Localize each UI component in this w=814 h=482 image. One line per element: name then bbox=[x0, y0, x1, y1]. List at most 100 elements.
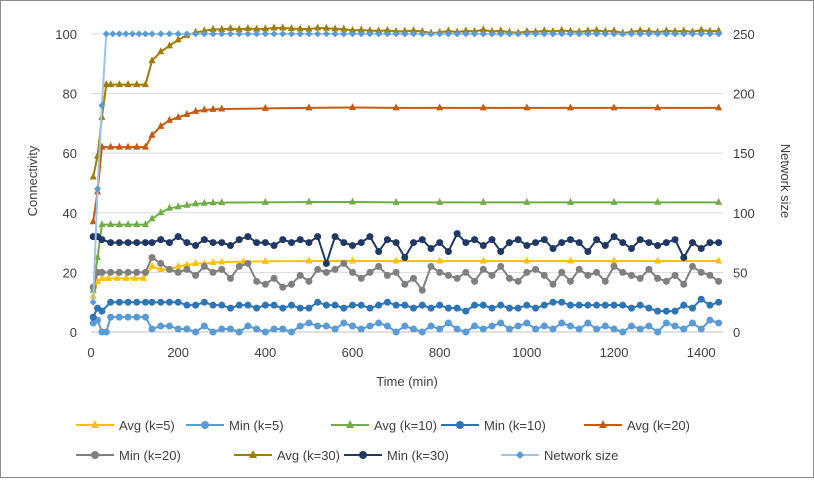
data-point bbox=[165, 30, 173, 38]
data-point bbox=[479, 265, 487, 273]
data-point bbox=[122, 273, 130, 281]
data-point bbox=[593, 268, 601, 276]
data-point bbox=[444, 271, 452, 279]
data-point bbox=[349, 301, 357, 309]
data-point bbox=[141, 142, 149, 150]
data-point bbox=[141, 268, 149, 276]
data-point bbox=[593, 25, 601, 33]
series-line bbox=[92, 201, 719, 291]
data-point bbox=[261, 24, 269, 32]
data-point bbox=[107, 80, 115, 88]
data-point bbox=[697, 30, 705, 38]
data-point bbox=[654, 103, 662, 111]
data-point bbox=[296, 236, 304, 244]
y-left-tick-label: 80 bbox=[63, 87, 77, 102]
data-point bbox=[418, 286, 426, 294]
data-point bbox=[98, 307, 106, 315]
data-point bbox=[244, 30, 252, 38]
data-point bbox=[91, 420, 99, 428]
data-point bbox=[636, 236, 644, 244]
data-point bbox=[427, 30, 435, 38]
data-point bbox=[366, 268, 374, 276]
data-point bbox=[593, 325, 601, 333]
data-point bbox=[688, 304, 696, 312]
data-point bbox=[322, 23, 330, 31]
data-point bbox=[209, 301, 217, 309]
data-point bbox=[98, 268, 106, 276]
data-point bbox=[183, 301, 191, 309]
data-point bbox=[383, 271, 391, 279]
data-point bbox=[471, 30, 479, 38]
data-point bbox=[488, 322, 496, 330]
data-point bbox=[183, 239, 191, 247]
y-right-tick-label: 50 bbox=[733, 265, 747, 280]
data-point bbox=[141, 313, 149, 321]
data-point bbox=[410, 325, 418, 333]
data-point bbox=[697, 325, 705, 333]
data-point bbox=[305, 277, 313, 285]
data-point bbox=[349, 25, 357, 33]
data-point bbox=[410, 26, 418, 34]
data-point bbox=[540, 236, 548, 244]
data-point bbox=[610, 30, 618, 38]
data-point bbox=[715, 26, 723, 34]
data-point bbox=[89, 313, 97, 321]
data-point bbox=[244, 322, 252, 330]
data-point bbox=[654, 242, 662, 250]
data-point bbox=[296, 304, 304, 312]
data-point bbox=[619, 328, 627, 336]
data-point bbox=[235, 328, 243, 336]
data-point bbox=[253, 304, 261, 312]
data-point bbox=[575, 239, 583, 247]
data-point bbox=[192, 30, 200, 38]
data-point bbox=[279, 325, 287, 333]
data-point bbox=[226, 24, 234, 32]
data-point bbox=[200, 298, 208, 306]
data-point bbox=[645, 304, 653, 312]
data-point bbox=[479, 25, 487, 33]
data-point bbox=[715, 298, 723, 306]
data-point bbox=[357, 274, 365, 282]
data-point bbox=[671, 30, 679, 38]
data-point bbox=[636, 274, 644, 282]
data-point bbox=[488, 271, 496, 279]
data-point bbox=[359, 451, 367, 459]
data-point bbox=[183, 265, 191, 273]
data-point bbox=[235, 262, 243, 270]
data-point bbox=[261, 197, 269, 205]
data-point bbox=[375, 301, 383, 309]
data-point bbox=[392, 301, 400, 309]
data-point bbox=[549, 280, 557, 288]
data-point bbox=[436, 268, 444, 276]
data-point bbox=[383, 236, 391, 244]
data-point bbox=[270, 301, 278, 309]
legend-item: Avg (k=10) bbox=[331, 418, 437, 433]
data-point bbox=[357, 301, 365, 309]
data-point bbox=[305, 239, 313, 247]
data-point bbox=[346, 420, 354, 428]
data-point bbox=[107, 239, 115, 247]
data-point bbox=[157, 298, 165, 306]
data-point bbox=[645, 30, 653, 38]
data-point bbox=[261, 239, 269, 247]
data-point bbox=[157, 236, 165, 244]
data-point bbox=[157, 264, 165, 272]
data-point bbox=[523, 197, 531, 205]
data-point bbox=[671, 307, 679, 315]
data-point bbox=[584, 26, 592, 34]
y-left-tick-label: 0 bbox=[70, 325, 77, 340]
data-point bbox=[209, 30, 217, 38]
data-point bbox=[671, 271, 679, 279]
data-point bbox=[331, 325, 339, 333]
data-point bbox=[599, 420, 607, 428]
data-point bbox=[636, 30, 644, 38]
data-point bbox=[314, 233, 322, 241]
data-point bbox=[340, 30, 348, 38]
data-point bbox=[200, 105, 208, 113]
data-point bbox=[671, 322, 679, 330]
data-point bbox=[540, 30, 548, 38]
data-point bbox=[654, 307, 662, 315]
data-point bbox=[133, 298, 141, 306]
data-point bbox=[401, 26, 409, 34]
data-point bbox=[261, 103, 269, 111]
